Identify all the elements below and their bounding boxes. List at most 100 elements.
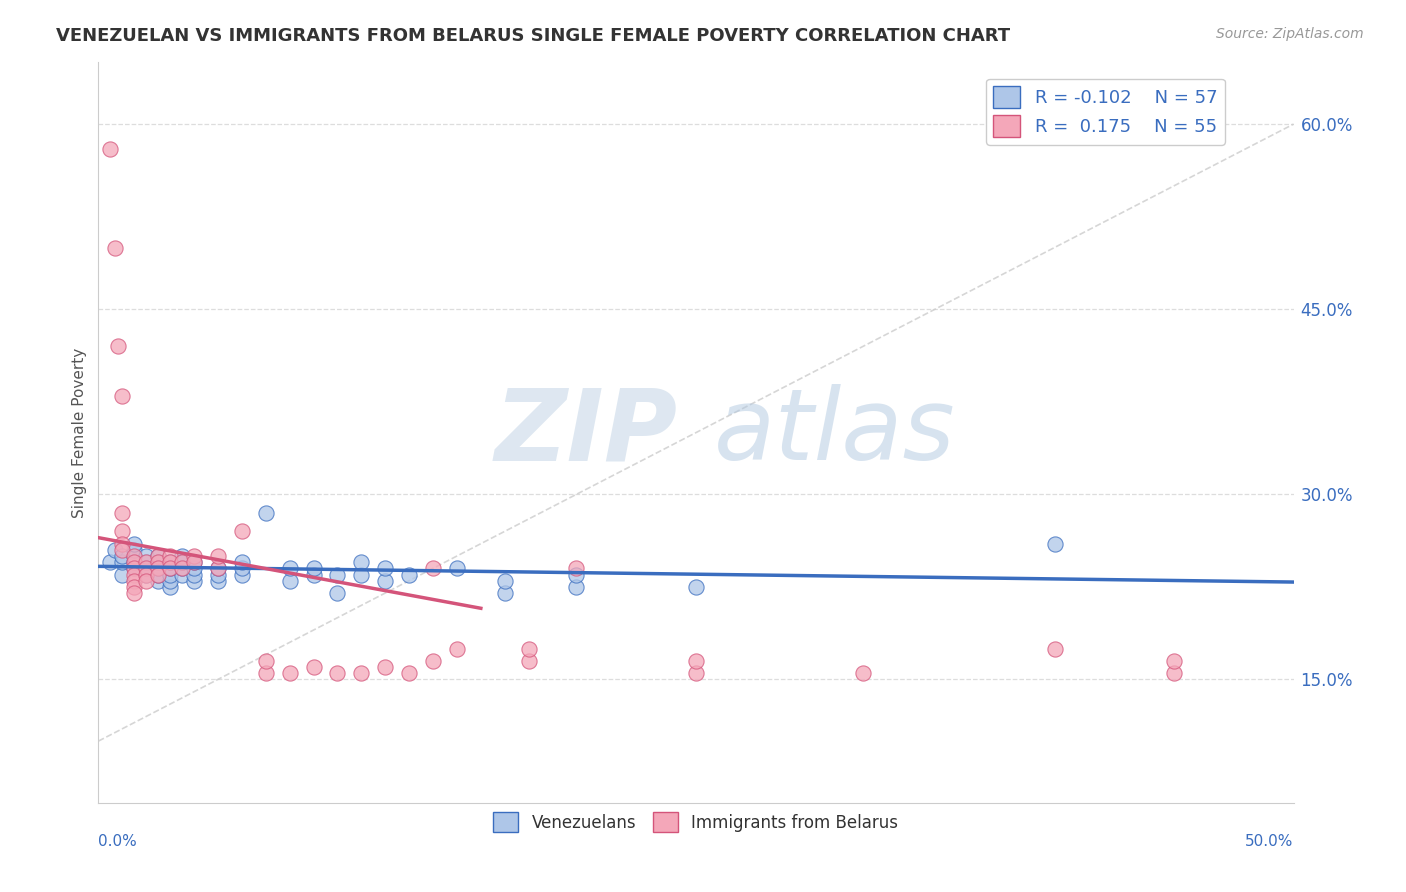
Point	[124, 574, 146, 588]
Point	[278, 574, 301, 588]
Point	[326, 586, 349, 600]
Point	[111, 536, 134, 550]
Point	[148, 561, 170, 575]
Point	[374, 574, 396, 588]
Point	[422, 561, 444, 575]
Point	[207, 561, 229, 575]
Point	[135, 574, 157, 588]
Text: Source: ZipAtlas.com: Source: ZipAtlas.com	[1216, 27, 1364, 41]
Point	[446, 561, 468, 575]
Point	[111, 567, 134, 582]
Point	[207, 549, 229, 563]
Point	[159, 574, 181, 588]
Point	[148, 549, 170, 563]
Point	[1043, 536, 1066, 550]
Point	[183, 574, 205, 588]
Point	[302, 567, 325, 582]
Point	[111, 542, 134, 557]
Text: VENEZUELAN VS IMMIGRANTS FROM BELARUS SINGLE FEMALE POVERTY CORRELATION CHART: VENEZUELAN VS IMMIGRANTS FROM BELARUS SI…	[56, 27, 1011, 45]
Point	[148, 574, 170, 588]
Point	[231, 555, 253, 569]
Text: 50.0%: 50.0%	[1246, 834, 1294, 848]
Point	[326, 666, 349, 681]
Point	[517, 654, 540, 668]
Point	[494, 586, 516, 600]
Point	[148, 555, 170, 569]
Point	[565, 567, 588, 582]
Point	[124, 549, 146, 563]
Point	[374, 561, 396, 575]
Point	[148, 561, 170, 575]
Point	[278, 561, 301, 575]
Point	[231, 567, 253, 582]
Point	[565, 561, 588, 575]
Point	[124, 561, 146, 575]
Point	[124, 567, 146, 582]
Point	[183, 549, 205, 563]
Point	[172, 555, 194, 569]
Point	[422, 654, 444, 668]
Point	[494, 574, 516, 588]
Point	[172, 549, 194, 563]
Point	[159, 561, 181, 575]
Point	[135, 555, 157, 569]
Point	[148, 567, 170, 582]
Point	[326, 567, 349, 582]
Point	[124, 542, 146, 557]
Point	[124, 549, 146, 563]
Point	[685, 666, 707, 681]
Point	[374, 660, 396, 674]
Point	[231, 561, 253, 575]
Point	[183, 555, 205, 569]
Point	[135, 561, 157, 575]
Point	[124, 555, 146, 569]
Point	[852, 666, 875, 681]
Point	[124, 536, 146, 550]
Point	[98, 555, 122, 569]
Point	[231, 524, 253, 539]
Point	[685, 580, 707, 594]
Point	[398, 666, 420, 681]
Point	[302, 561, 325, 575]
Point	[350, 666, 373, 681]
Point	[172, 555, 194, 569]
Point	[398, 567, 420, 582]
Point	[135, 567, 157, 582]
Point	[104, 240, 127, 254]
Point	[278, 666, 301, 681]
Point	[111, 524, 134, 539]
Point	[1163, 666, 1185, 681]
Point	[183, 561, 205, 575]
Point	[207, 561, 229, 575]
Point	[1043, 641, 1066, 656]
Point	[148, 555, 170, 569]
Point	[107, 339, 129, 353]
Point	[104, 542, 127, 557]
Point	[565, 580, 588, 594]
Point	[350, 567, 373, 582]
Point	[207, 574, 229, 588]
Point	[172, 567, 194, 582]
Point	[183, 555, 205, 569]
Point	[148, 549, 170, 563]
Point	[98, 142, 122, 156]
Point	[159, 567, 181, 582]
Point	[183, 567, 205, 582]
Point	[172, 561, 194, 575]
Text: ZIP: ZIP	[495, 384, 678, 481]
Text: atlas: atlas	[714, 384, 956, 481]
Point	[148, 567, 170, 582]
Point	[124, 555, 146, 569]
Point	[1163, 654, 1185, 668]
Point	[685, 654, 707, 668]
Point	[135, 567, 157, 582]
Text: 0.0%: 0.0%	[98, 834, 138, 848]
Point	[111, 506, 134, 520]
Point	[172, 561, 194, 575]
Point	[124, 561, 146, 575]
Point	[254, 506, 277, 520]
Point	[111, 549, 134, 563]
Point	[159, 580, 181, 594]
Point	[350, 555, 373, 569]
Point	[159, 549, 181, 563]
